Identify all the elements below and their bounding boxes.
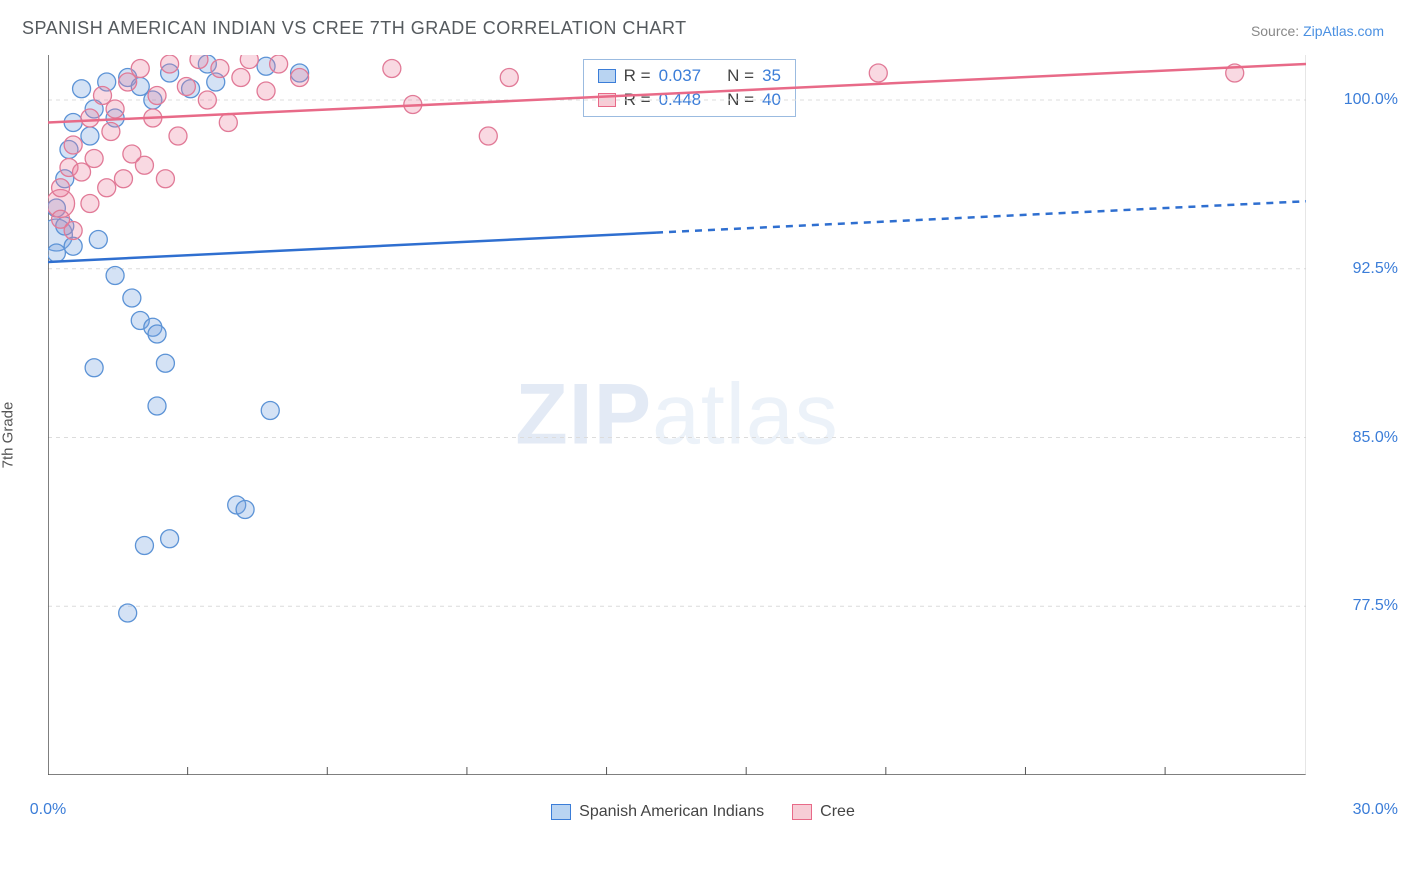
data-point	[240, 55, 258, 69]
data-point	[64, 136, 82, 154]
legend-label: Spanish American Indians	[579, 803, 764, 821]
data-point	[479, 127, 497, 145]
legend-swatch	[551, 804, 571, 820]
data-point	[135, 537, 153, 555]
source-attribution: Source: ZipAtlas.com	[1251, 23, 1384, 39]
legend-item: Spanish American Indians	[551, 803, 764, 821]
source-prefix: Source:	[1251, 23, 1303, 39]
data-point	[98, 179, 116, 197]
data-point	[81, 127, 99, 145]
data-point	[270, 55, 288, 73]
trend-line	[48, 233, 656, 262]
data-point	[236, 501, 254, 519]
y-tick-label: 85.0%	[1353, 429, 1398, 447]
data-point	[64, 222, 82, 240]
data-point	[198, 91, 216, 109]
y-tick-label: 77.5%	[1353, 597, 1398, 615]
data-point	[190, 55, 208, 69]
data-point	[123, 289, 141, 307]
data-point	[177, 78, 195, 96]
data-point	[73, 80, 91, 98]
data-point	[383, 60, 401, 78]
source-link[interactable]: ZipAtlas.com	[1303, 23, 1384, 39]
data-point	[106, 267, 124, 285]
data-point	[257, 82, 275, 100]
data-point	[148, 325, 166, 343]
data-point	[131, 60, 149, 78]
data-point	[869, 64, 887, 82]
legend-label: Cree	[820, 803, 855, 821]
data-point	[102, 123, 120, 141]
data-point	[135, 156, 153, 174]
y-tick-label: 92.5%	[1353, 260, 1398, 278]
data-point	[81, 195, 99, 213]
legend-swatch	[792, 804, 812, 820]
y-axis-label: 7th Grade	[0, 402, 17, 469]
data-point	[500, 69, 518, 87]
data-point	[119, 604, 137, 622]
data-point	[161, 530, 179, 548]
data-point	[261, 402, 279, 420]
data-point	[148, 397, 166, 415]
data-point	[114, 170, 132, 188]
data-point	[219, 114, 237, 132]
data-point	[169, 127, 187, 145]
y-tick-label: 100.0%	[1344, 91, 1398, 109]
data-point	[156, 170, 174, 188]
trend-line-extrapolated	[656, 201, 1306, 232]
data-point	[52, 179, 70, 197]
data-point	[232, 69, 250, 87]
data-point	[211, 60, 229, 78]
series-legend: Spanish American Indians Cree	[0, 803, 1406, 821]
legend-item: Cree	[792, 803, 855, 821]
data-point	[156, 354, 174, 372]
data-point	[81, 109, 99, 127]
data-point	[106, 100, 124, 118]
data-point	[161, 55, 179, 73]
chart-plot-area: ZIPatlas R = 0.037N = 35R = 0.448N = 40 …	[48, 55, 1306, 775]
data-point	[85, 150, 103, 168]
data-point	[85, 359, 103, 377]
data-point	[291, 69, 309, 87]
chart-svg	[48, 55, 1306, 775]
chart-title: SPANISH AMERICAN INDIAN VS CREE 7TH GRAD…	[22, 18, 687, 39]
data-point	[48, 244, 65, 262]
data-point	[89, 231, 107, 249]
data-point	[148, 87, 166, 105]
